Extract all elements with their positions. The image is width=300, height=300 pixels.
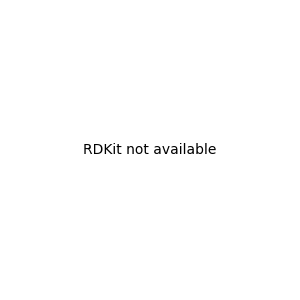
Text: RDKit not available: RDKit not available — [83, 143, 217, 157]
